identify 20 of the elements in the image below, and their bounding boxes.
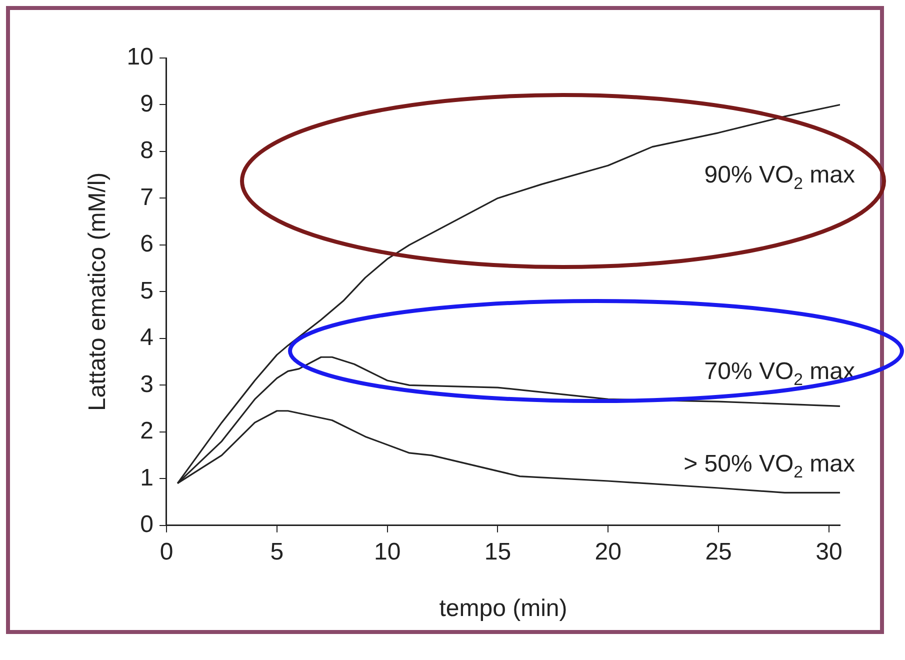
x-axis-title: tempo (min) [439, 595, 568, 622]
y-tick-label: 6 [140, 230, 154, 258]
x-tick-label: 15 [484, 538, 512, 566]
y-tick-label: 2 [140, 418, 154, 445]
x-tick-label: 0 [160, 538, 174, 566]
x-tick-label: 30 [816, 538, 842, 566]
y-tick-label: 4 [140, 324, 154, 352]
y-tick-label: 0 [140, 511, 154, 538]
y-tick-label: 9 [140, 90, 154, 118]
y-tick-label: 1 [140, 464, 154, 492]
y-tick-label: 3 [140, 370, 154, 398]
x-tick-label: 10 [374, 538, 401, 566]
x-tick-label: 5 [270, 538, 284, 566]
y-axis-title: Lattato ematico (mM/l) [84, 172, 112, 412]
x-tick-label: 25 [705, 538, 732, 566]
y-tick-label: 8 [140, 137, 154, 164]
y-tick-label: 7 [140, 184, 154, 211]
y-tick-label: 10 [126, 44, 154, 71]
x-tick-label: 20 [594, 538, 622, 566]
y-tick-label: 5 [140, 277, 154, 304]
